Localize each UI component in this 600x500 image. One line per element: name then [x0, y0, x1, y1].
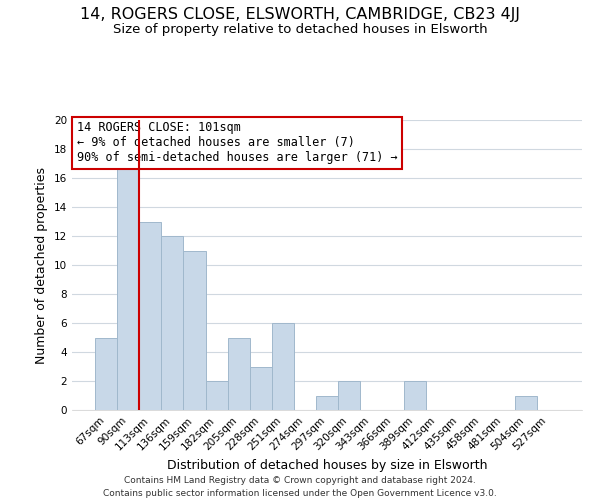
Bar: [227, 338, 250, 410]
Text: 14 ROGERS CLOSE: 101sqm
← 9% of detached houses are smaller (7)
90% of semi-deta: 14 ROGERS CLOSE: 101sqm ← 9% of detached…: [77, 122, 398, 164]
Bar: [206, 381, 227, 410]
Bar: [250, 366, 272, 410]
Bar: [117, 164, 139, 410]
Text: Contains HM Land Registry data © Crown copyright and database right 2024.
Contai: Contains HM Land Registry data © Crown c…: [103, 476, 497, 498]
Bar: [316, 396, 338, 410]
Bar: [515, 396, 537, 410]
X-axis label: Distribution of detached houses by size in Elsworth: Distribution of detached houses by size …: [167, 458, 487, 471]
Bar: [161, 236, 184, 410]
Text: 14, ROGERS CLOSE, ELSWORTH, CAMBRIDGE, CB23 4JJ: 14, ROGERS CLOSE, ELSWORTH, CAMBRIDGE, C…: [80, 8, 520, 22]
Text: Size of property relative to detached houses in Elsworth: Size of property relative to detached ho…: [113, 22, 487, 36]
Bar: [95, 338, 117, 410]
Bar: [184, 250, 206, 410]
Bar: [338, 381, 360, 410]
Bar: [139, 222, 161, 410]
Y-axis label: Number of detached properties: Number of detached properties: [35, 166, 49, 364]
Bar: [272, 323, 294, 410]
Bar: [404, 381, 427, 410]
